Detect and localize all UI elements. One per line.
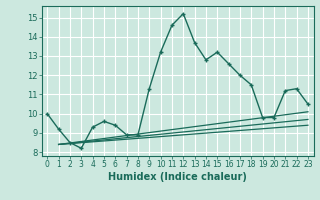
X-axis label: Humidex (Indice chaleur): Humidex (Indice chaleur) (108, 172, 247, 182)
